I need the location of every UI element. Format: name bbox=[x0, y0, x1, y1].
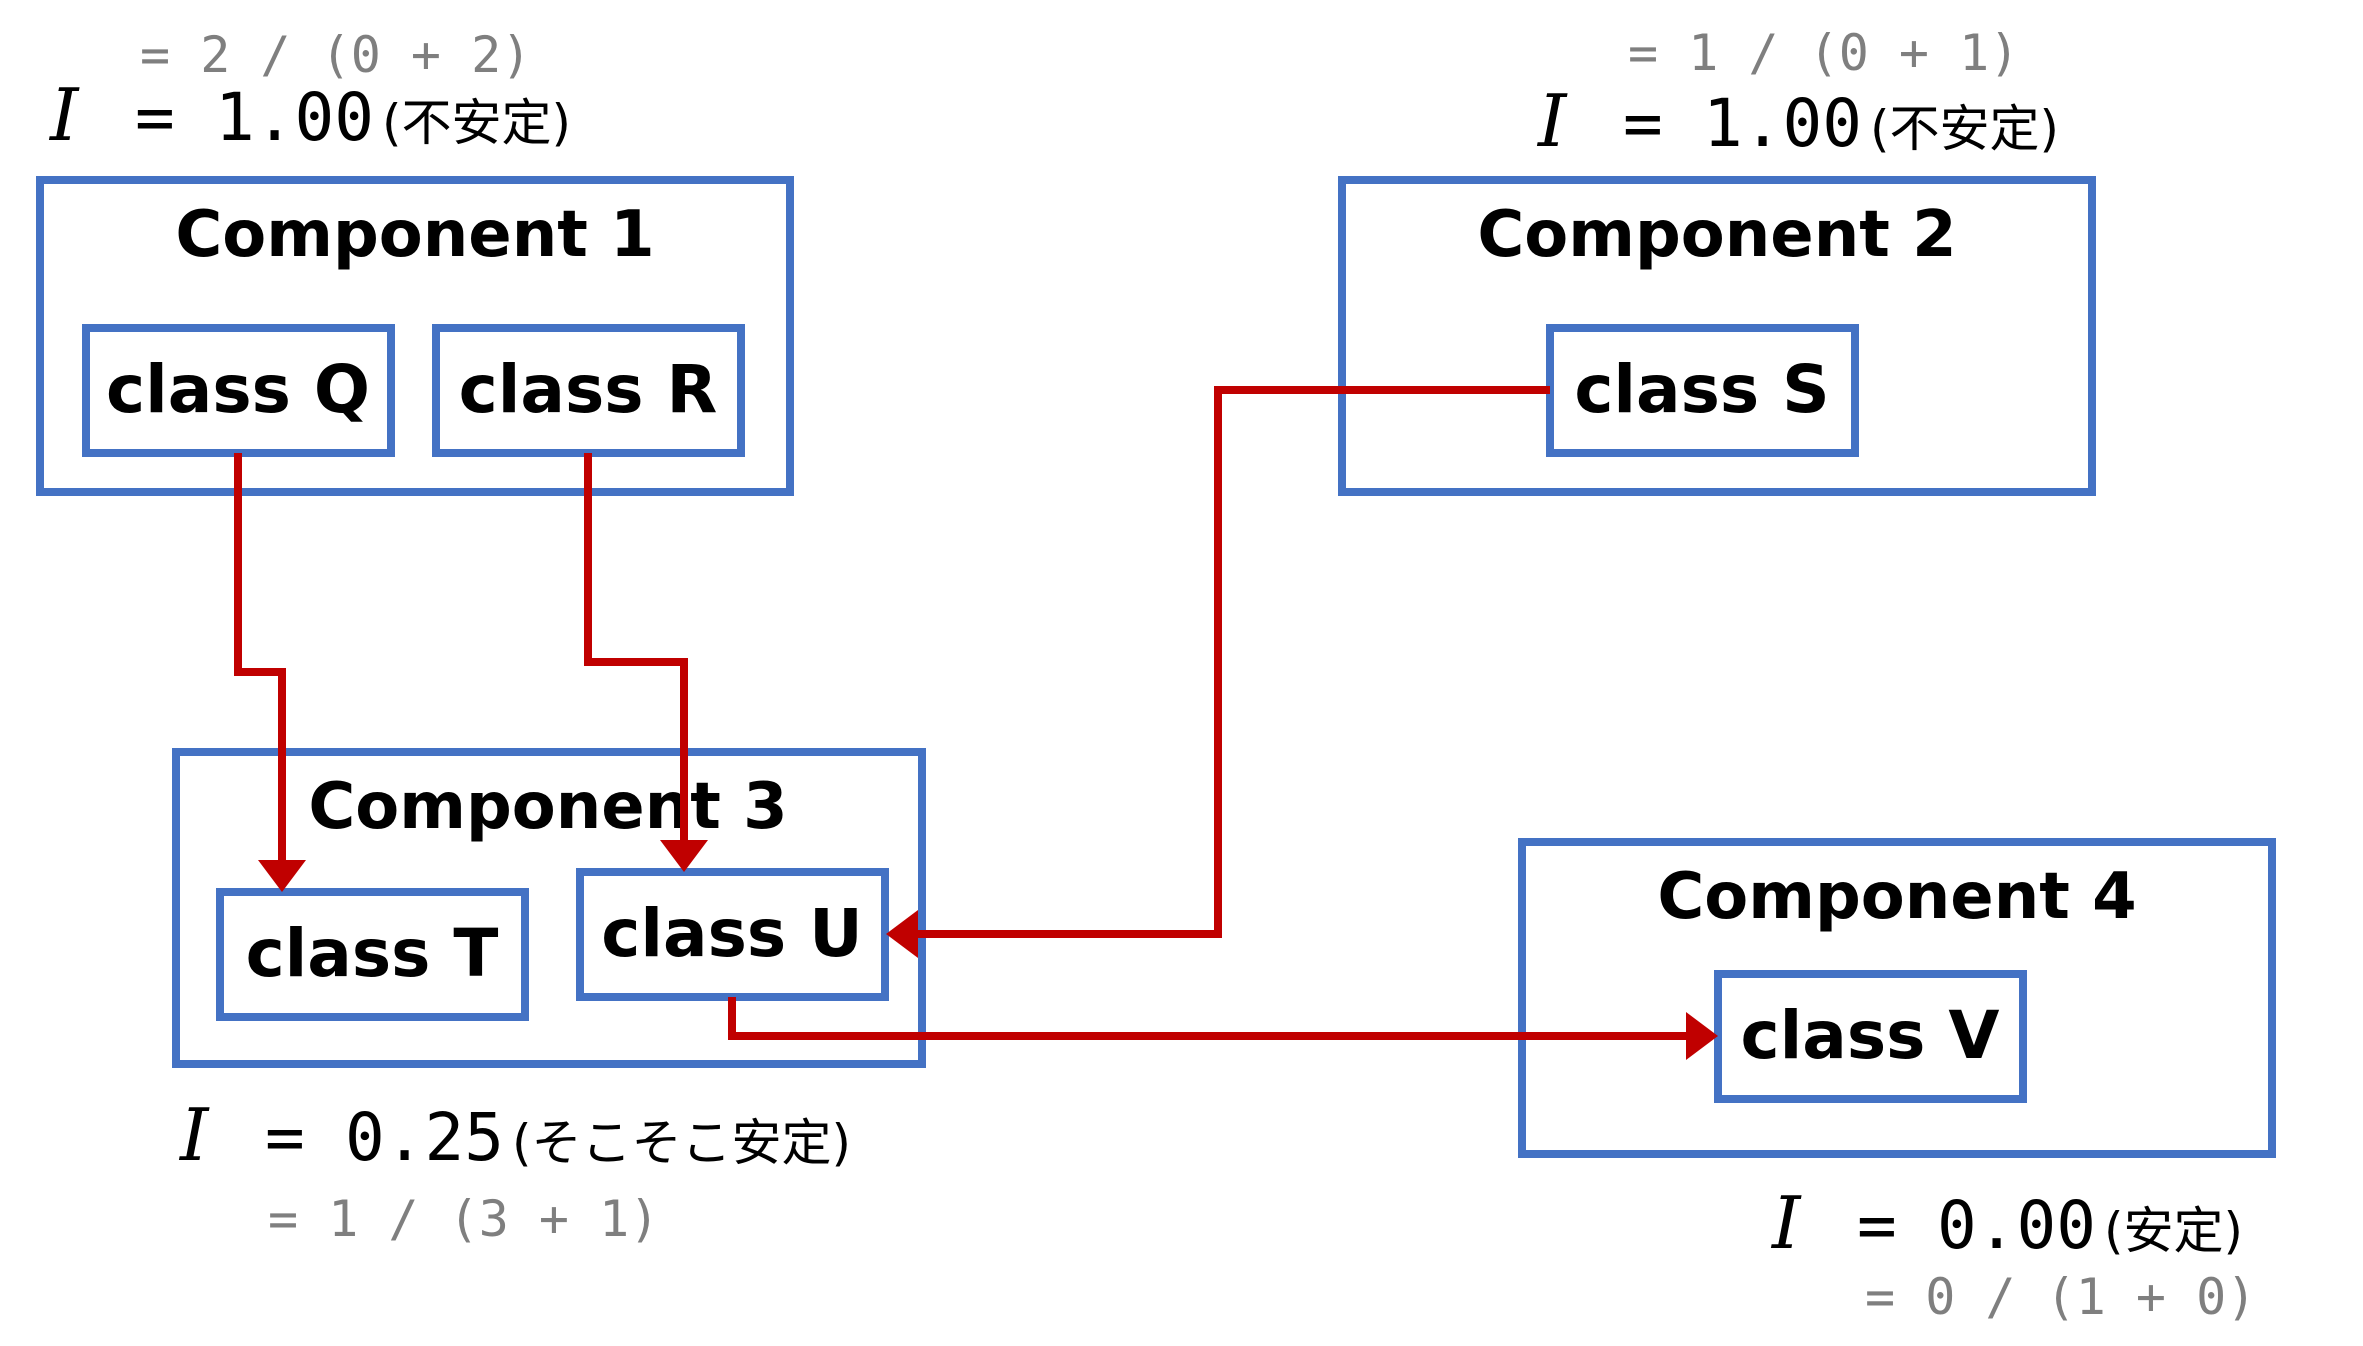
component-2-box bbox=[1338, 176, 2096, 496]
dependency-q-to-t bbox=[234, 453, 306, 892]
arrow-line-u-v bbox=[728, 997, 1688, 1040]
class-r-node: class R bbox=[432, 324, 745, 457]
arrowhead-u-v bbox=[1686, 1012, 1718, 1060]
instability-equals: = bbox=[1623, 85, 1663, 162]
instability-value: 1.00 bbox=[1703, 85, 1862, 162]
instability-equals: = bbox=[265, 1099, 305, 1176]
stability-note: (安定) bbox=[2104, 1202, 2243, 1260]
instability-equals: = bbox=[1857, 1187, 1897, 1264]
arrowhead-r-u bbox=[660, 840, 708, 872]
arrow-line-s-u bbox=[916, 386, 1550, 938]
component-2-group: = 1 / (0 + 1) I = 1.00 (不安定) Component 2… bbox=[1338, 24, 2096, 496]
class-v-node: class V bbox=[1714, 970, 2027, 1103]
instability-symbol: I bbox=[48, 73, 80, 157]
class-q-label: class Q bbox=[106, 351, 370, 428]
component-4-instability: I = 0.00 (安定) bbox=[1770, 1181, 2243, 1265]
component-1-formula: = 2 / (0 + 2) bbox=[140, 26, 531, 84]
component-3-title: Component 3 bbox=[308, 770, 787, 844]
class-v-box bbox=[1714, 970, 2027, 1103]
instability-value: 1.00 bbox=[215, 79, 374, 156]
class-v-label: class V bbox=[1741, 997, 2000, 1074]
component-4-title: Component 4 bbox=[1657, 860, 2136, 934]
component-1-box bbox=[36, 176, 794, 496]
component-4-box bbox=[1518, 838, 2276, 1158]
component-4-formula: = 0 / (1 + 0) bbox=[1865, 1268, 2256, 1326]
dependency-u-to-v bbox=[728, 997, 1718, 1060]
component-1-title: Component 1 bbox=[175, 198, 654, 272]
stability-note: (不安定) bbox=[382, 94, 571, 152]
component-1-group: = 2 / (0 + 2) I = 1.00 (不安定) Component 1… bbox=[36, 26, 794, 496]
component-3-box bbox=[172, 748, 926, 1068]
component-2-instability: I = 1.00 (不安定) bbox=[1536, 79, 2059, 163]
component-3-formula: = 1 / (3 + 1) bbox=[268, 1190, 659, 1248]
component-2-title: Component 2 bbox=[1477, 198, 1956, 272]
instability-symbol: I bbox=[1536, 79, 1568, 163]
stability-note: (不安定) bbox=[1870, 100, 2059, 158]
arrow-line-q-t bbox=[234, 453, 286, 862]
instability-value: 0.25 bbox=[345, 1099, 504, 1176]
arrow-line-r-u bbox=[584, 453, 688, 842]
instability-symbol: I bbox=[1770, 1181, 1802, 1265]
component-4-group: Component 4 class V I = 0.00 (安定) = 0 / … bbox=[1518, 838, 2276, 1326]
class-q-node: class Q bbox=[82, 324, 395, 457]
stability-note: (そこそこ安定) bbox=[512, 1114, 851, 1172]
class-t-node: class T bbox=[216, 888, 529, 1021]
class-t-box bbox=[216, 888, 529, 1021]
component-2-formula: = 1 / (0 + 1) bbox=[1628, 24, 2019, 82]
class-s-label: class S bbox=[1574, 351, 1829, 428]
dependency-r-to-u bbox=[584, 453, 708, 872]
arrowhead-s-u bbox=[886, 910, 918, 958]
dependency-s-to-u bbox=[886, 386, 1550, 958]
arrowhead-q-t bbox=[258, 860, 306, 892]
class-u-label: class U bbox=[601, 895, 862, 972]
component-1-instability: I = 1.00 (不安定) bbox=[48, 73, 571, 157]
component-3-instability: I = 0.25 (そこそこ安定) bbox=[178, 1093, 851, 1177]
component-3-group: Component 3 class T class U I = 0.25 (そこ… bbox=[172, 748, 926, 1248]
instability-equals: = bbox=[135, 79, 175, 156]
class-t-label: class T bbox=[246, 915, 499, 992]
instability-symbol: I bbox=[178, 1093, 210, 1177]
class-s-node: class S bbox=[1546, 324, 1859, 457]
instability-value: 0.00 bbox=[1937, 1187, 2096, 1264]
class-r-label: class R bbox=[459, 351, 718, 428]
class-u-node: class U bbox=[576, 868, 889, 1001]
